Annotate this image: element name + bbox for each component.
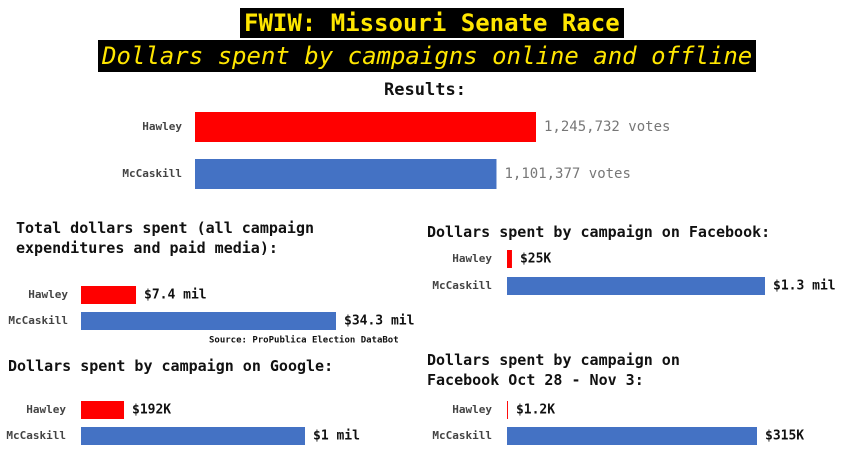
bar bbox=[81, 286, 137, 304]
category-label: Hawley bbox=[26, 403, 66, 416]
value-label: $192K bbox=[132, 403, 171, 418]
category-label: McCaskill bbox=[122, 167, 182, 180]
bar bbox=[81, 312, 336, 330]
value-label: $34.3 mil bbox=[344, 314, 414, 329]
category-label: McCaskill bbox=[6, 429, 66, 442]
value-label: $25K bbox=[520, 252, 551, 267]
chart-title: Dollars spent by campaign on Facebook: bbox=[427, 223, 771, 241]
bar bbox=[195, 159, 497, 189]
bar bbox=[507, 401, 508, 419]
value-label: 1,245,732 votes bbox=[544, 119, 670, 135]
value-label: $1.2K bbox=[516, 403, 555, 418]
category-label: McCaskill bbox=[432, 429, 492, 442]
bar bbox=[195, 112, 536, 142]
value-label: 1,101,377 votes bbox=[504, 166, 630, 182]
category-label: McCaskill bbox=[432, 279, 492, 292]
category-label: McCaskill bbox=[8, 314, 68, 327]
value-label: $1 mil bbox=[313, 429, 360, 444]
value-label: $315K bbox=[765, 429, 804, 444]
chart-title: Results: bbox=[384, 80, 466, 100]
value-label: $7.4 mil bbox=[144, 288, 207, 303]
source-note: Source: ProPublica Election DataBot bbox=[209, 335, 399, 346]
category-label: Hawley bbox=[452, 403, 492, 416]
value-label: $1.3 mil bbox=[773, 279, 836, 294]
bar bbox=[507, 250, 512, 268]
bar bbox=[507, 427, 757, 445]
chart-title: Dollars spent by campaign on Google: bbox=[8, 357, 334, 375]
chart-title: Dollars spent by campaign on Facebook Oc… bbox=[427, 351, 680, 389]
page-title: FWIW: Missouri Senate Race bbox=[240, 8, 624, 38]
bar bbox=[81, 427, 305, 445]
category-label: Hawley bbox=[142, 120, 182, 133]
category-label: Hawley bbox=[28, 288, 68, 301]
page-subtitle: Dollars spent by campaigns online and of… bbox=[98, 40, 757, 72]
bar bbox=[507, 277, 765, 295]
bar bbox=[81, 401, 125, 419]
chart-title: Total dollars spent (all campaign expend… bbox=[16, 219, 315, 257]
category-label: Hawley bbox=[452, 252, 492, 265]
